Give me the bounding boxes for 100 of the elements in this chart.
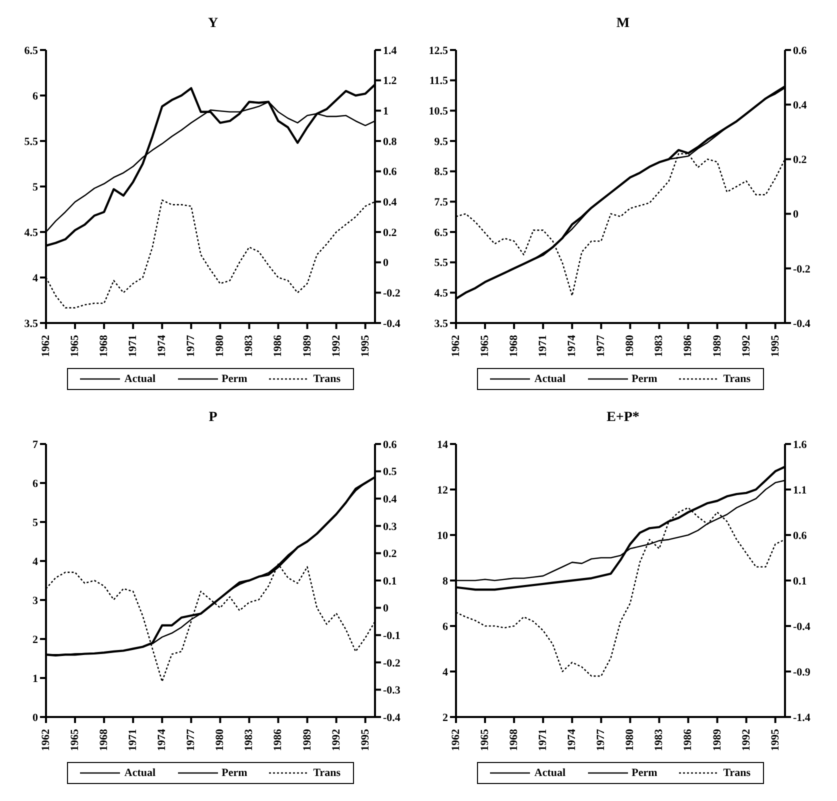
legend-label: Perm bbox=[632, 767, 658, 779]
legend-label: Actual bbox=[124, 767, 156, 779]
x-tick-label: 1971 bbox=[537, 729, 550, 751]
y2-tick-label: 1.6 bbox=[793, 438, 808, 451]
y-tick-label: 5 bbox=[32, 181, 38, 194]
chart-title: Y bbox=[208, 15, 218, 33]
x-tick-label: 1989 bbox=[301, 334, 314, 357]
x-tick-label: 1995 bbox=[359, 334, 372, 357]
x-tick-label: 1989 bbox=[301, 728, 314, 751]
y2-tick-label: 0.1 bbox=[383, 575, 397, 588]
y-tick-label: 12.5 bbox=[428, 44, 448, 57]
y-tick-label: 6 bbox=[32, 478, 38, 490]
y-tick-label: 10 bbox=[437, 530, 448, 542]
y-tick-label: 10.5 bbox=[428, 106, 448, 118]
x-tick-label: 1992 bbox=[330, 728, 342, 751]
y-tick-label: 4 bbox=[32, 272, 38, 284]
x-tick-label: 1995 bbox=[769, 728, 782, 751]
y-tick-label: 14 bbox=[437, 438, 448, 451]
x-tick-label: 1989 bbox=[711, 334, 724, 357]
x-tick-label: 1968 bbox=[508, 334, 520, 357]
y2-tick-label: 0.6 bbox=[383, 438, 398, 451]
legend-label: Perm bbox=[632, 373, 658, 385]
y-tick-label: 4.5 bbox=[434, 288, 448, 300]
y-tick-label: 7.5 bbox=[434, 196, 448, 209]
y-tick-label: 9.5 bbox=[434, 136, 448, 148]
y2-tick-label: 1.1 bbox=[793, 484, 807, 496]
x-tick-label: 1968 bbox=[98, 728, 110, 751]
x-tick-label: 1980 bbox=[214, 728, 226, 751]
y2-tick-label: 0.4 bbox=[793, 100, 808, 112]
legend-label: Perm bbox=[222, 767, 248, 779]
legend-label: Trans bbox=[723, 373, 751, 385]
y-tick-label: 11.5 bbox=[429, 75, 448, 88]
y-tick-label: 6 bbox=[32, 90, 38, 102]
y-tick-label: 3.5 bbox=[434, 318, 448, 330]
y2-tick-label: -1.4 bbox=[793, 712, 811, 724]
legend-label: Actual bbox=[124, 373, 156, 385]
x-tick-label: 1980 bbox=[624, 334, 636, 357]
y2-tick-label: -0.4 bbox=[793, 318, 811, 330]
y2-tick-label: 0.5 bbox=[383, 466, 398, 478]
y2-tick-label: 0.1 bbox=[793, 575, 807, 588]
x-tick-label: 1962 bbox=[450, 728, 462, 751]
x-tick-label: 1965 bbox=[479, 334, 492, 357]
y-tick-label: 8.5 bbox=[434, 166, 448, 178]
x-tick-label: 1986 bbox=[272, 334, 284, 357]
y-tick-label: 2 bbox=[442, 712, 448, 724]
x-tick-label: 1968 bbox=[508, 728, 520, 751]
y2-tick-label: 0 bbox=[383, 602, 389, 615]
y2-tick-label: 0.8 bbox=[383, 136, 398, 148]
legend-label: Actual bbox=[534, 767, 566, 779]
x-tick-label: 1986 bbox=[682, 334, 694, 357]
x-tick-label: 1974 bbox=[156, 728, 168, 751]
x-tick-label: 1989 bbox=[711, 728, 724, 751]
y-tick-label: 5 bbox=[32, 516, 38, 529]
y-tick-label: 12 bbox=[437, 484, 448, 496]
x-tick-label: 1992 bbox=[330, 334, 342, 357]
y2-tick-label: -0.3 bbox=[383, 684, 401, 697]
legend-label: Trans bbox=[313, 373, 341, 385]
y2-tick-label: 0 bbox=[793, 208, 799, 221]
x-tick-label: 1968 bbox=[98, 334, 110, 357]
x-tick-label: 1983 bbox=[243, 728, 256, 751]
legend-label: Trans bbox=[723, 767, 751, 779]
x-tick-label: 1974 bbox=[566, 334, 578, 357]
x-tick-label: 1983 bbox=[243, 334, 256, 357]
y2-tick-label: -0.9 bbox=[793, 666, 811, 678]
y2-tick-label: -0.4 bbox=[793, 620, 811, 633]
y-tick-label: 2 bbox=[32, 634, 38, 646]
x-tick-label: 1980 bbox=[214, 334, 226, 357]
chart-title: P bbox=[208, 409, 218, 427]
y-tick-label: 5.5 bbox=[24, 136, 38, 148]
x-tick-label: 1983 bbox=[653, 728, 666, 751]
y2-tick-label: 0.6 bbox=[793, 44, 808, 57]
x-tick-label: 1962 bbox=[40, 334, 52, 357]
y-tick-label: 6.5 bbox=[24, 44, 38, 57]
y2-tick-label: 0 bbox=[383, 257, 389, 270]
y-tick-label: 1 bbox=[32, 672, 38, 685]
y2-tick-label: 0.4 bbox=[383, 494, 398, 506]
x-tick-label: 1977 bbox=[595, 334, 608, 357]
x-tick-label: 1977 bbox=[185, 728, 198, 751]
x-tick-label: 1974 bbox=[566, 728, 578, 751]
x-tick-label: 1965 bbox=[69, 728, 82, 751]
x-tick-label: 1986 bbox=[682, 728, 694, 751]
legend-label: Perm bbox=[222, 373, 248, 385]
y2-tick-label: 0.6 bbox=[383, 166, 398, 178]
y2-tick-label: 0.4 bbox=[383, 196, 398, 209]
x-tick-label: 1971 bbox=[127, 729, 140, 751]
x-tick-label: 1962 bbox=[450, 334, 462, 357]
x-tick-label: 1986 bbox=[272, 728, 284, 751]
y2-tick-label: -0.1 bbox=[383, 630, 400, 642]
y2-tick-label: -0.2 bbox=[793, 263, 811, 276]
y2-tick-label: 0.2 bbox=[383, 548, 398, 560]
chart-title: M bbox=[616, 15, 630, 33]
chart-title: E+P* bbox=[606, 409, 640, 427]
x-tick-label: 1995 bbox=[769, 334, 782, 357]
x-tick-label: 1971 bbox=[537, 335, 550, 357]
y-tick-label: 8 bbox=[442, 575, 448, 588]
y2-tick-label: 1.4 bbox=[383, 44, 398, 57]
x-tick-label: 1977 bbox=[595, 728, 608, 751]
x-tick-label: 1983 bbox=[653, 334, 666, 357]
y-tick-label: 4 bbox=[32, 556, 38, 568]
y2-tick-label: -0.2 bbox=[383, 288, 401, 300]
